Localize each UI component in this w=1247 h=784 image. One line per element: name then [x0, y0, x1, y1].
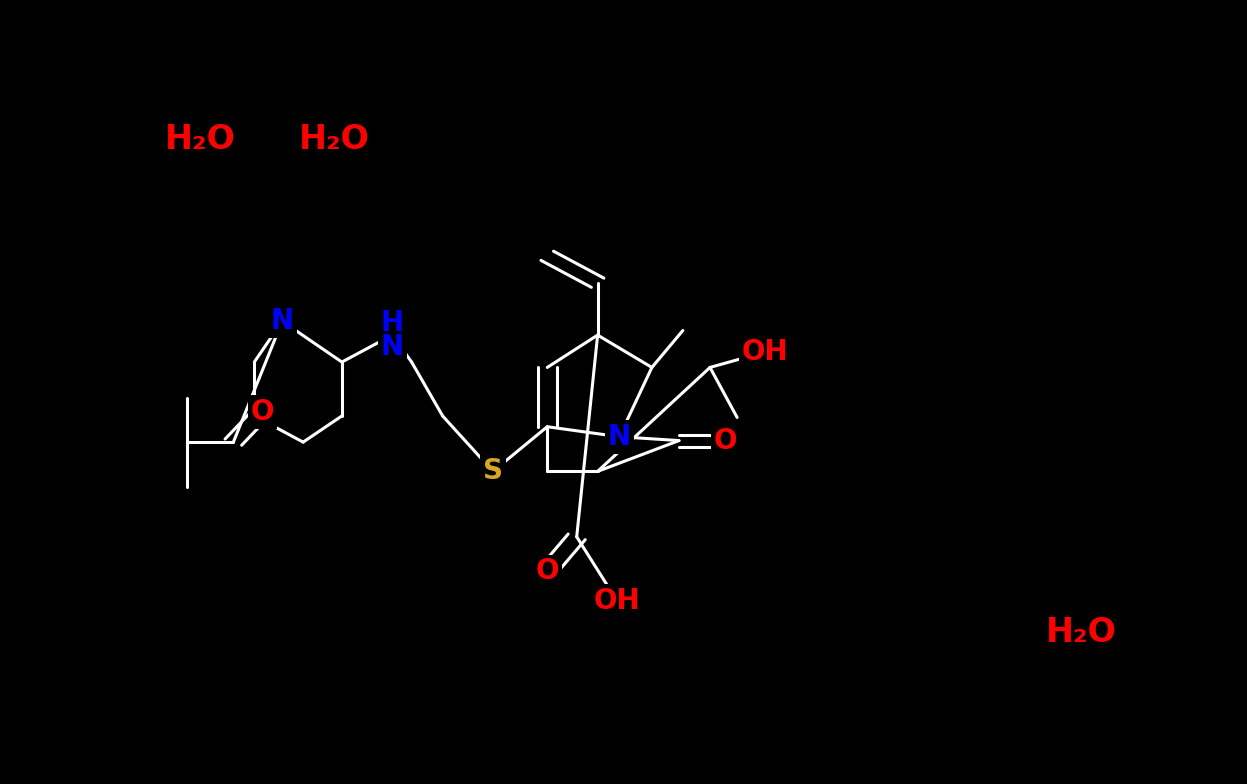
Text: OH: OH — [742, 338, 788, 366]
Text: N: N — [607, 423, 631, 451]
Text: O: O — [713, 426, 737, 455]
Text: H
N: H N — [380, 309, 404, 361]
Text: H₂O: H₂O — [165, 123, 236, 156]
Text: S: S — [483, 457, 503, 485]
Text: H₂O: H₂O — [1046, 616, 1117, 649]
Text: OH: OH — [594, 586, 640, 615]
Text: N: N — [271, 307, 294, 336]
Text: H₂O: H₂O — [299, 123, 370, 156]
Text: O: O — [251, 398, 274, 426]
Text: O: O — [535, 557, 559, 586]
